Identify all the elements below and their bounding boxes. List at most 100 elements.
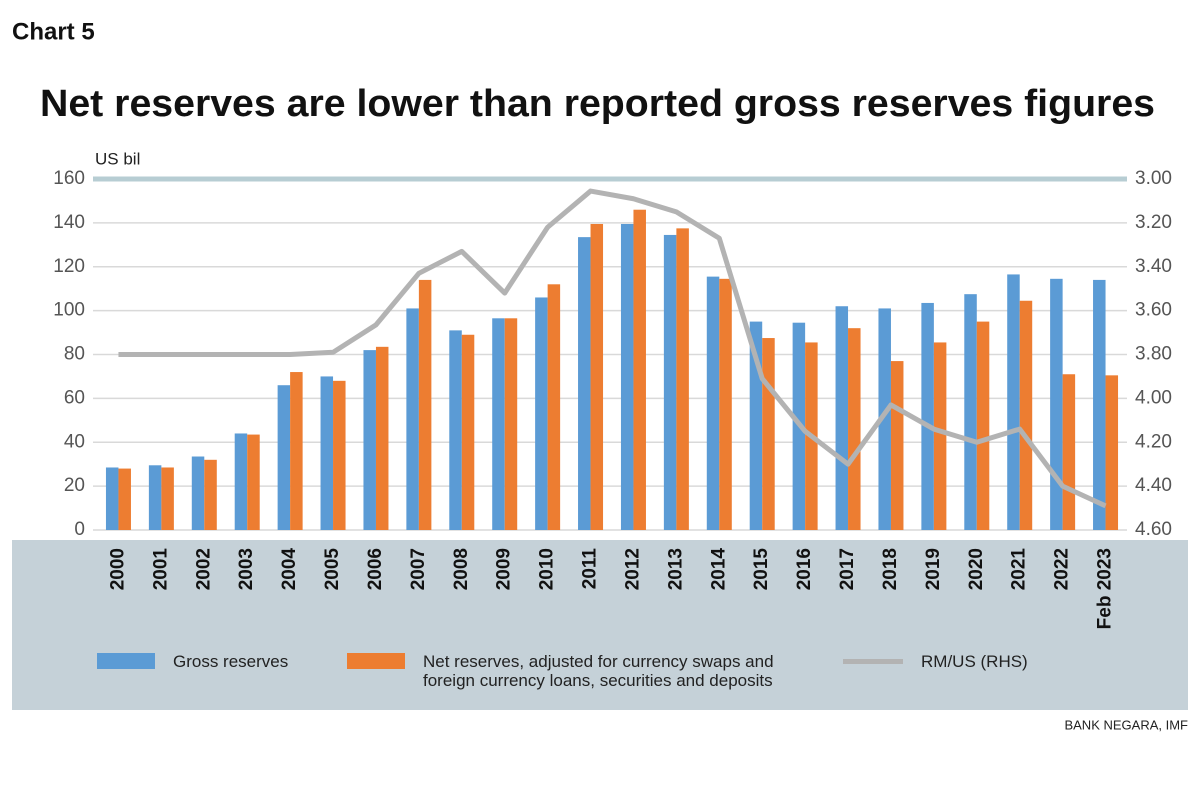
bar: [706, 276, 720, 530]
y-tick-label: 140: [53, 212, 85, 233]
x-tick-label: 2014: [708, 548, 729, 591]
bar: [118, 468, 131, 530]
bar: [1062, 374, 1076, 530]
line: [118, 188, 1107, 509]
bar: [161, 467, 174, 530]
x-tick-label: 2018: [880, 548, 901, 590]
bar: [933, 342, 947, 530]
bar: [633, 209, 646, 530]
x-tick-label: 2007: [408, 548, 429, 590]
x-tick-label: 2002: [193, 548, 214, 590]
x-tick-label: 2001: [150, 548, 171, 591]
bar: [848, 328, 861, 530]
y-tick-label: 20: [64, 475, 85, 496]
x-tick-label: 2022: [1052, 548, 1073, 590]
bar: [461, 334, 475, 530]
legend-item: Net reserves, adjusted for currency swap…: [347, 652, 807, 690]
x-tick-label: 2021: [1009, 548, 1030, 591]
bar: [277, 385, 291, 530]
source: BANK NEGARA, IMF: [1064, 717, 1188, 732]
bar: [964, 294, 977, 530]
bar: [1105, 375, 1119, 530]
bar: [320, 376, 334, 530]
bar: [878, 308, 891, 530]
y2-tick-label: 4.40: [1135, 475, 1172, 496]
x-tick-label: 2005: [322, 548, 343, 591]
x-tick-label: 2016: [794, 548, 815, 590]
bar: [976, 321, 990, 530]
y-tick-label: 60: [64, 387, 85, 408]
bar: [449, 330, 462, 530]
legend-key: [97, 653, 155, 669]
legend-key: [347, 653, 405, 669]
bar: [719, 278, 732, 530]
chart-title: Net reserves are lower than reported gro…: [40, 83, 1155, 125]
x-tick-label: 2017: [837, 548, 858, 590]
y2-tick-label: 4.00: [1135, 387, 1172, 408]
legend-label: Net reserves, adjusted for currency swap…: [423, 652, 774, 690]
x-tick-label: 2000: [107, 548, 128, 590]
bar: [363, 350, 376, 530]
bar: [676, 228, 689, 530]
bar: [375, 346, 389, 530]
y2-tick-label: 4.60: [1135, 519, 1172, 540]
y2-tick-label: 4.20: [1135, 431, 1172, 452]
x-tick-label: 2004: [279, 548, 300, 591]
bar: [547, 284, 561, 530]
x-tick-label: 2003: [236, 548, 257, 590]
x-tick-label: 2020: [966, 548, 987, 590]
bar: [333, 380, 346, 530]
bar: [247, 434, 260, 530]
bar: [406, 308, 419, 530]
x-tick-label: 2015: [751, 548, 772, 591]
y2-tick-label: 3.00: [1135, 168, 1172, 189]
bar: [1019, 300, 1033, 530]
bar: [148, 465, 162, 530]
x-tick-label: 2008: [451, 548, 472, 590]
bar: [504, 318, 518, 530]
legend-label: RM/US (RHS): [921, 652, 1028, 671]
y-axis-label: US bil: [95, 149, 140, 168]
x-tick-label: 2012: [622, 548, 643, 590]
bar: [105, 467, 119, 530]
chart-label: Chart 5: [12, 18, 95, 45]
bar: [234, 433, 248, 530]
y2-tick-label: 3.40: [1135, 256, 1172, 277]
legend-item: Gross reserves: [97, 652, 347, 671]
bar: [663, 234, 677, 531]
x-tick-label: 2010: [537, 548, 558, 590]
legend-label: Gross reserves: [173, 652, 289, 671]
y-tick-label: 80: [64, 344, 85, 365]
x-tick-label: 2019: [923, 548, 944, 590]
y-tick-label: 120: [53, 256, 85, 277]
y-tick-label: 100: [53, 300, 85, 321]
bar: [191, 456, 205, 530]
x-tick-label: 2006: [365, 548, 386, 590]
bar: [620, 223, 634, 531]
bar: [590, 223, 604, 531]
bar: [290, 372, 303, 530]
x-tick-label: 2013: [665, 548, 686, 590]
x-tick-label: 2011: [580, 548, 601, 590]
category-panel: [12, 540, 1188, 710]
bar: [204, 459, 217, 530]
bar: [1050, 278, 1063, 530]
bar: [492, 318, 505, 530]
y2-tick-label: 3.60: [1135, 300, 1172, 321]
bar: [762, 338, 775, 530]
bar: [535, 297, 548, 530]
y2-tick-label: 3.80: [1135, 344, 1172, 365]
x-tick-label: Feb 2023: [1095, 548, 1116, 629]
y-tick-label: 0: [74, 519, 85, 540]
bar: [578, 237, 591, 530]
y2-tick-label: 3.20: [1135, 212, 1172, 233]
bar: [1007, 274, 1020, 530]
bar: [835, 306, 849, 530]
x-tick-label: 2009: [494, 548, 515, 590]
bar: [921, 302, 934, 530]
bar: [890, 361, 904, 530]
bar: [1093, 279, 1106, 530]
y-tick-label: 160: [53, 168, 85, 189]
